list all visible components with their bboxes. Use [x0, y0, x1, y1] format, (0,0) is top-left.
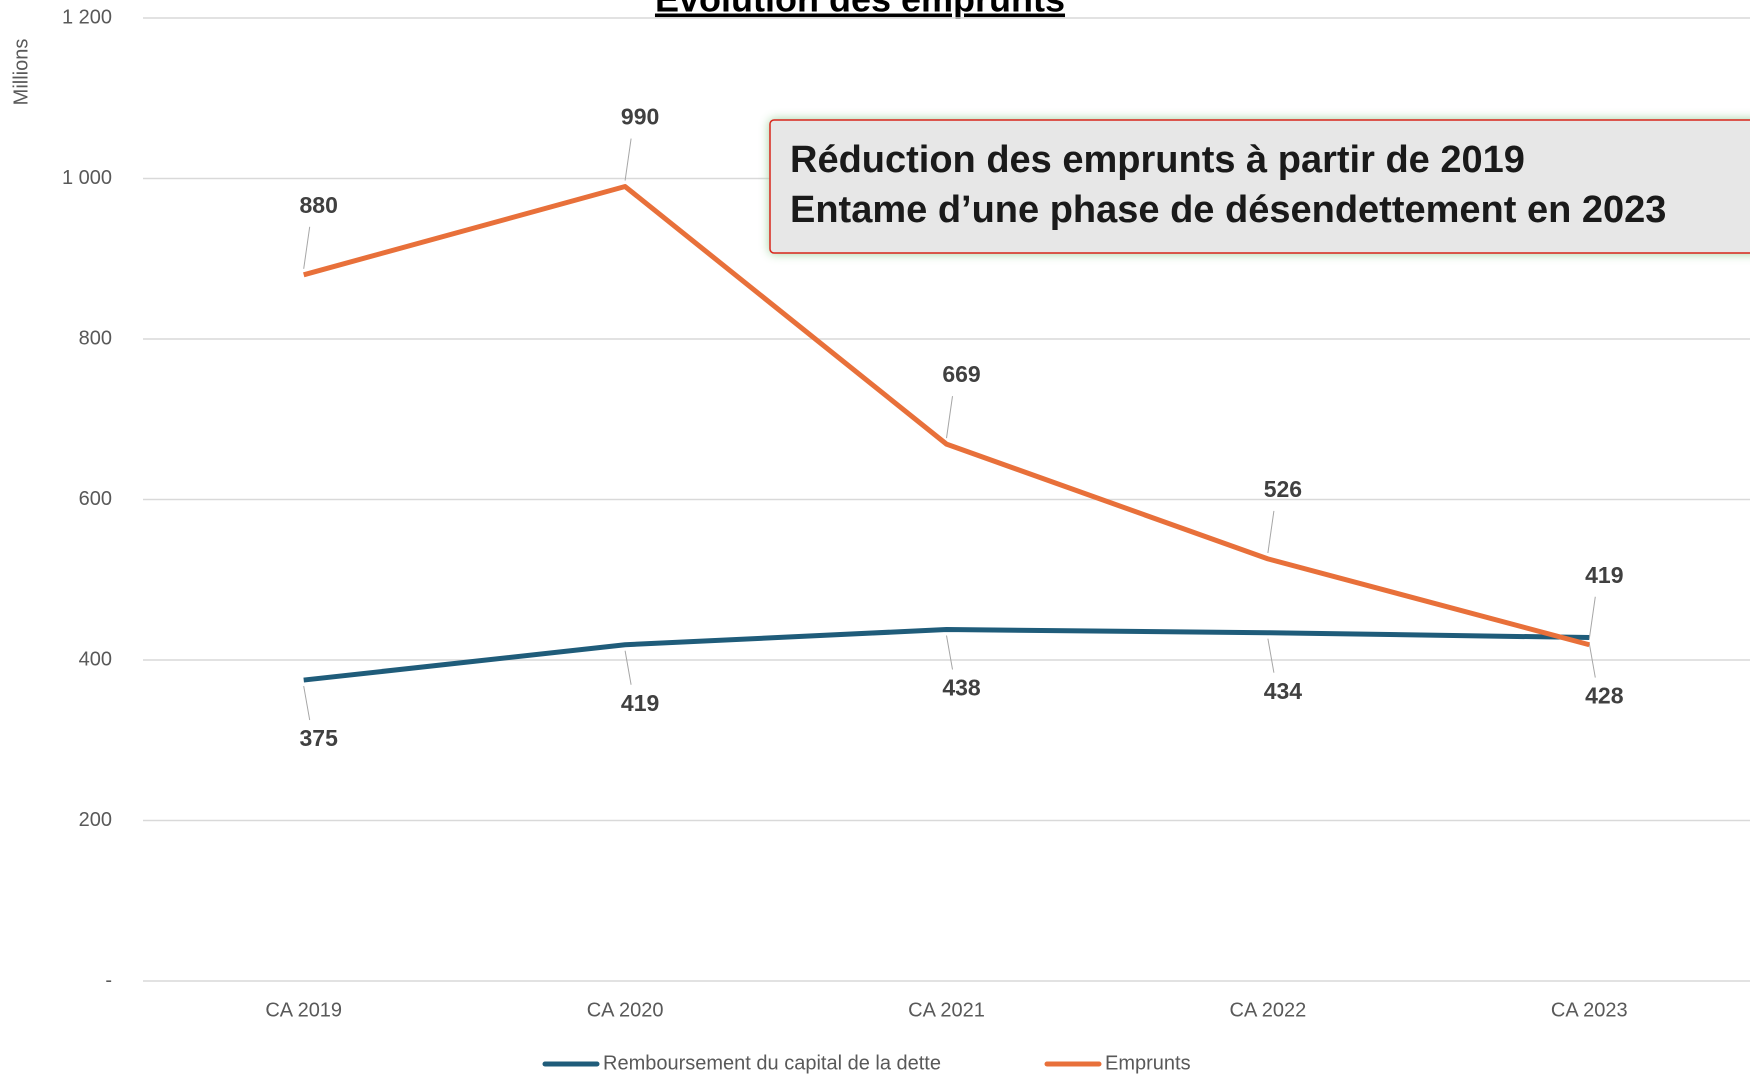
- leader-line: [624, 138, 632, 181]
- data-label: 375: [300, 725, 339, 751]
- annotation-line: Entame d’une phase de désendettement en …: [790, 189, 1666, 231]
- data-label: 526: [1264, 476, 1302, 502]
- y-tick-label: -: [105, 969, 112, 991]
- x-tick-label: CA 2022: [1230, 999, 1307, 1021]
- leader-line: [1588, 596, 1596, 639]
- data-label: 434: [1264, 678, 1303, 704]
- series-line: [303, 184, 1590, 648]
- y-tick-label: 800: [79, 327, 112, 349]
- legend-label: Remboursement du capital de la dette: [603, 1052, 941, 1074]
- series-line: [303, 627, 1590, 683]
- y-tick-label: 1 000: [62, 167, 112, 189]
- data-label: 428: [1585, 683, 1624, 709]
- y-axis-label: Millions: [10, 39, 32, 106]
- data-label: 669: [942, 361, 980, 387]
- x-tick-label: CA 2019: [265, 999, 342, 1021]
- leader-line: [1267, 510, 1275, 553]
- data-label: 880: [300, 192, 338, 218]
- leader-line: [303, 685, 311, 721]
- y-tick-label: 200: [79, 809, 112, 831]
- leader-line: [1267, 638, 1275, 673]
- y-tick-label: 1 200: [62, 6, 112, 28]
- annotation-box: [769, 119, 1750, 254]
- plot: - 200 400 600 800 1 000 1 200 CA 2019 CA 2020 CA …: [62, 6, 1750, 1074]
- y-tick-label: 600: [79, 488, 112, 510]
- leader-line: [303, 226, 311, 269]
- x-tick-label: CA 2020: [587, 999, 664, 1021]
- data-label: 438: [942, 675, 981, 701]
- x-tick-label: CA 2023: [1551, 999, 1628, 1021]
- leader-line: [946, 396, 953, 439]
- leader-line: [1588, 643, 1596, 678]
- annotation-line: Réduction des emprunts à partir de 2019: [790, 139, 1525, 181]
- data-label: 419: [1585, 562, 1623, 588]
- data-label: 990: [621, 104, 659, 130]
- leader-line: [946, 635, 953, 670]
- leader-line: [624, 650, 632, 685]
- data-label: 419: [621, 690, 659, 716]
- y-tick-label: 400: [79, 648, 112, 670]
- chart-title: Évolution des emprunts: [655, 0, 1065, 20]
- x-tick-label: CA 2021: [908, 999, 985, 1021]
- legend-label: Emprunts: [1105, 1052, 1191, 1074]
